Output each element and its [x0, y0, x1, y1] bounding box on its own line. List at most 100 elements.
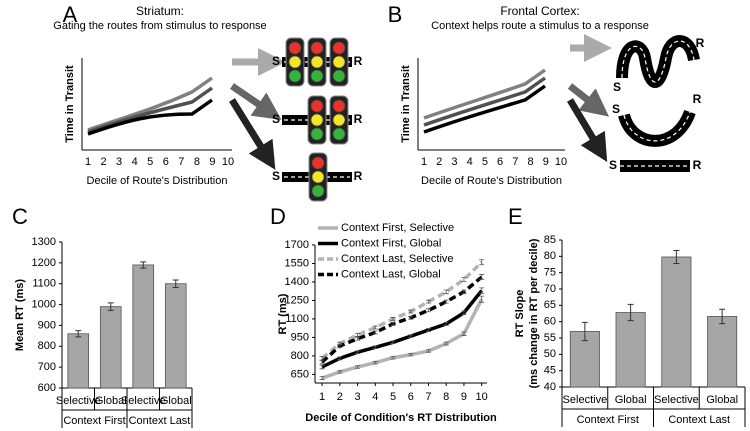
y-tick-label: 1000 [32, 298, 56, 310]
error-bar [390, 321, 396, 326]
y-axis-label: RT (ms) [277, 293, 289, 334]
error-bar [107, 302, 114, 311]
error-bar [461, 310, 467, 316]
lamp [332, 55, 346, 69]
y-tick-label: 70 [544, 283, 556, 295]
series-line [320, 260, 483, 360]
lamp [332, 113, 346, 127]
error-bar [408, 334, 414, 338]
x-tick-label: 3 [451, 156, 457, 168]
route-start: S [612, 102, 620, 116]
panel-letter: A [63, 2, 78, 27]
x-tick-label: 8 [527, 156, 533, 168]
x-tick-label: 8 [194, 156, 200, 168]
bar [99, 306, 122, 389]
error-bar [337, 356, 343, 361]
lamp [332, 127, 346, 141]
error-bar [673, 249, 680, 265]
y-tick-label: 55 [544, 332, 556, 344]
error-bar [337, 370, 343, 374]
x-tick-label: 5 [390, 391, 396, 403]
x-tick-label: 8 [443, 391, 449, 403]
error-bar [390, 317, 396, 321]
y-axis-label: RT Slope [514, 290, 526, 338]
route-start: S [272, 169, 280, 183]
series-line [320, 275, 483, 364]
curve [423, 68, 547, 120]
curve [423, 76, 547, 127]
legend-label: Context First, Selective [341, 222, 454, 234]
x-tick-label: 3 [116, 156, 122, 168]
error-bar [719, 308, 726, 325]
x-tick-label: 2 [100, 156, 106, 168]
y-axis-label: (ms change in RT per decile) [528, 238, 540, 388]
group-label: Context First [577, 414, 639, 426]
y-tick-label: 700 [38, 361, 56, 373]
panel-letter: E [508, 204, 523, 229]
route-end: R [354, 169, 363, 183]
x-tick-label: 3 [354, 391, 360, 403]
axis-label: Decile of Route's Distribution [421, 175, 562, 187]
arrow [230, 83, 282, 120]
legend-label: Context First, Global [341, 237, 441, 249]
curve [87, 98, 214, 136]
x-tick-label: 9 [461, 391, 467, 403]
error-bar [372, 330, 378, 335]
y-tick-label: 1100 [32, 278, 56, 290]
lamp [311, 184, 325, 198]
lamp [311, 156, 325, 170]
y-tick-label: 1100 [285, 313, 309, 325]
bar [67, 333, 90, 389]
road-dash [621, 40, 695, 83]
y-tick-label: 60 [544, 316, 556, 328]
error-bar [372, 361, 378, 365]
error-bar [425, 299, 431, 304]
route-start: S [613, 80, 621, 94]
x-tick-label: Selective [654, 394, 699, 406]
bar [707, 316, 738, 388]
error-bar [479, 259, 485, 266]
error-bar [443, 299, 449, 304]
bar [661, 256, 692, 388]
error-bar [443, 341, 449, 346]
lamp [332, 69, 346, 83]
y-tick-label: 40 [544, 381, 556, 393]
x-tick-label: 6 [163, 156, 169, 168]
y-tick-label: 1400 [285, 276, 309, 288]
x-tick-label: 7 [512, 156, 518, 168]
lamp [310, 69, 324, 83]
road [618, 109, 696, 147]
x-tick-label: Selective [563, 394, 608, 406]
axis-label: Time in Transit [400, 65, 412, 143]
lamp [310, 41, 324, 55]
error-bar [461, 331, 467, 336]
route-end: R [354, 54, 363, 68]
error-bar [172, 279, 179, 288]
y-tick-label: 800 [291, 350, 309, 362]
y-tick-label: 900 [38, 319, 56, 331]
x-tick-label: 10 [555, 156, 567, 168]
error-bar [627, 303, 634, 322]
group-label: Context Last [668, 414, 730, 426]
curve [87, 86, 214, 134]
road [616, 35, 700, 88]
curve [87, 76, 214, 132]
y-tick-label: 85 [544, 234, 556, 246]
x-axis-label: Decile of Condition's RT Distribution [305, 412, 497, 424]
error-bar [75, 330, 82, 338]
lamp [288, 69, 302, 83]
x-tick-label: 6 [408, 391, 414, 403]
x-tick-label: 4 [467, 156, 473, 168]
y-tick-label: 1700 [285, 239, 309, 251]
error-bar [408, 315, 414, 320]
y-tick-label: 50 [544, 348, 556, 360]
error-bar [479, 287, 485, 294]
error-bar [443, 289, 449, 295]
x-tick-label: 9 [209, 156, 215, 168]
error-bar [461, 289, 467, 295]
error-bar [461, 277, 467, 282]
lamp [332, 41, 346, 55]
error-bar [443, 321, 449, 326]
x-tick-label: 9 [543, 156, 549, 168]
error-bar [372, 325, 378, 330]
